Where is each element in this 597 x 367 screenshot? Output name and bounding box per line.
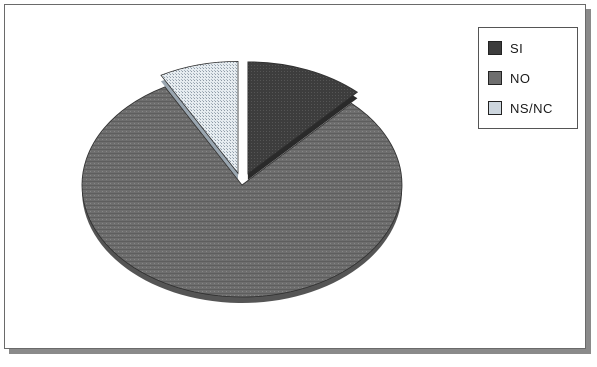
pie-slice-nsnc: [160, 60, 239, 175]
legend-label-si: SI: [510, 40, 524, 56]
pie-chart: [81, 60, 403, 303]
legend-entry-nsnc: NS/NC: [488, 98, 553, 118]
pie-slice-no: [81, 86, 403, 298]
legend-entry-si: SI: [488, 38, 523, 58]
chart-frame: SI NO NS/NC: [4, 4, 586, 349]
pie-slice-si: [247, 61, 359, 175]
chart-legend: SI NO NS/NC: [478, 27, 578, 129]
legend-entry-no: NO: [488, 68, 531, 88]
legend-label-no: NO: [510, 70, 531, 86]
legend-swatch-nsnc: [488, 101, 502, 115]
legend-swatch-si: [488, 41, 502, 55]
legend-label-nsnc: NS/NC: [510, 100, 553, 116]
legend-swatch-no: [488, 71, 502, 85]
